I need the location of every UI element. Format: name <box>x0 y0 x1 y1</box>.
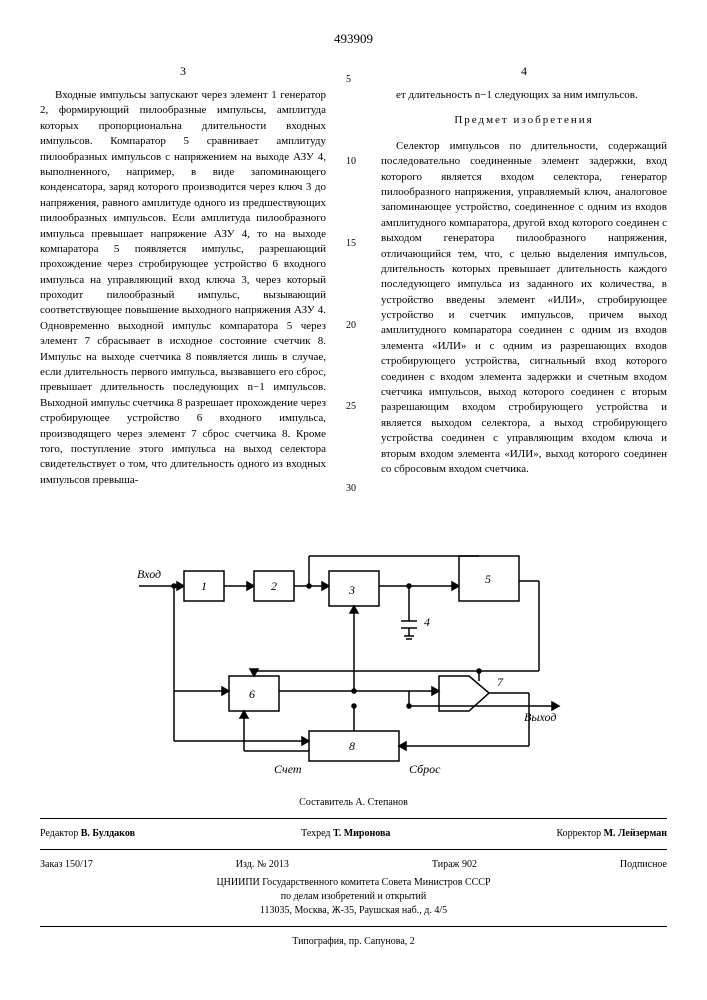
col-num-right: 4 <box>381 63 667 80</box>
composer: Составитель А. Степанов <box>40 796 667 810</box>
left-p1: Входные импульсы запускают через элемент… <box>40 88 326 488</box>
line-marker: 10 <box>346 155 361 169</box>
org-line-2: по делам изобретений и открытий <box>40 890 667 904</box>
circuit-diagram: Вход 1 2 3 4 5 6 7 8 Выход Счет Сброс <box>129 516 579 776</box>
editor: Редактор В. Булдаков <box>40 827 135 841</box>
svg-text:1: 1 <box>201 579 207 593</box>
line-marker: 25 <box>346 400 361 414</box>
col-num-left: 3 <box>40 63 326 80</box>
footer: Составитель А. Степанов Редактор В. Булд… <box>40 796 667 949</box>
text-columns: 3 Входные импульсы запускают через элеме… <box>40 63 667 496</box>
publication-row: Заказ 150/17 Изд. № 2013 Тираж 902 Подпи… <box>40 858 667 872</box>
right-p1: ет длительность n−1 следующих за ним имп… <box>381 88 667 103</box>
line-numbers: 5 10 15 20 25 30 <box>346 63 361 496</box>
diagram-reset-label: Сброс <box>409 762 441 776</box>
right-column: 4 ет длительность n−1 следующих за ним и… <box>381 63 667 496</box>
corrector: Корректор М. Лейзерман <box>557 827 667 841</box>
svg-text:7: 7 <box>497 675 504 689</box>
svg-text:5: 5 <box>485 572 491 586</box>
svg-text:4: 4 <box>424 615 430 629</box>
line-marker: 20 <box>346 319 361 333</box>
diagram-input-label: Вход <box>137 567 161 581</box>
line-marker: 30 <box>346 482 361 496</box>
tirazh: Тираж 902 <box>432 858 477 872</box>
org-line-1: ЦНИИПИ Государственного комитета Совета … <box>40 876 667 890</box>
document-number: 493909 <box>40 30 667 48</box>
left-column: 3 Входные импульсы запускают через элеме… <box>40 63 326 496</box>
right-p2: Селектор импульсов по длительности, соде… <box>381 139 667 478</box>
editorial-row: Редактор В. Булдаков Техред Т. Миронова … <box>40 827 667 841</box>
techred: Техред Т. Миронова <box>301 827 390 841</box>
address: 113035, Москва, Ж-35, Раушская наб., д. … <box>40 904 667 918</box>
section-title: Предмет изобретения <box>381 113 667 128</box>
svg-text:3: 3 <box>348 583 355 597</box>
diagram-output-label: Выход <box>524 710 556 724</box>
typography: Типография, пр. Сапунова, 2 <box>40 935 667 949</box>
svg-text:6: 6 <box>249 687 255 701</box>
svg-text:8: 8 <box>349 739 355 753</box>
izd: Изд. № 2013 <box>236 858 289 872</box>
order: Заказ 150/17 <box>40 858 93 872</box>
podpisnoe: Подписное <box>620 858 667 872</box>
line-marker: 5 <box>346 73 361 87</box>
diagram-count-label: Счет <box>274 762 302 776</box>
svg-text:2: 2 <box>271 579 277 593</box>
line-marker: 15 <box>346 237 361 251</box>
